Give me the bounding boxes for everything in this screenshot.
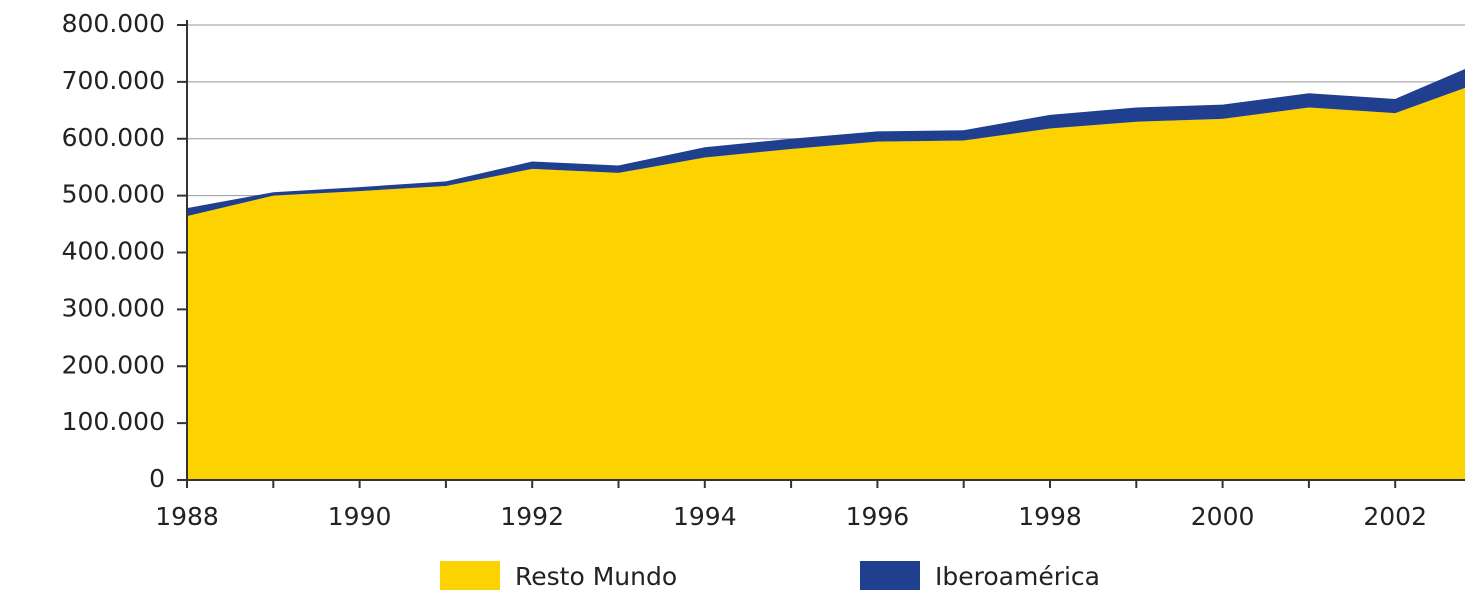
x-tick-label: 1994 [673, 502, 737, 531]
y-tick-label: 400.000 [62, 237, 165, 266]
x-tick-label: 2002 [1363, 502, 1427, 531]
y-tick-label: 0 [149, 464, 165, 493]
y-tick-label: 100.000 [62, 407, 165, 436]
y-tick-label: 500.000 [62, 180, 165, 209]
y-tick-label: 200.000 [62, 350, 165, 379]
area [187, 69, 1465, 217]
legend-label: Resto Mundo [515, 562, 677, 590]
x-tick-label: 1990 [328, 502, 392, 531]
x-tick-label: 1992 [500, 502, 564, 531]
x-tick-label: 1998 [1018, 502, 1082, 531]
y-tick-label: 800.000 [62, 9, 165, 38]
area [187, 87, 1465, 480]
x-tick-label: 1996 [846, 502, 910, 531]
x-tick-label: 2000 [1191, 502, 1255, 531]
y-tick-label: 600.000 [62, 123, 165, 152]
legend-swatch [860, 561, 920, 590]
legend-swatch [440, 561, 500, 590]
y-tick-label: 700.000 [62, 66, 165, 95]
x-tick-label: 1988 [155, 502, 219, 531]
legend-label: Iberoamérica [935, 562, 1100, 590]
y-tick-label: 300.000 [62, 293, 165, 322]
